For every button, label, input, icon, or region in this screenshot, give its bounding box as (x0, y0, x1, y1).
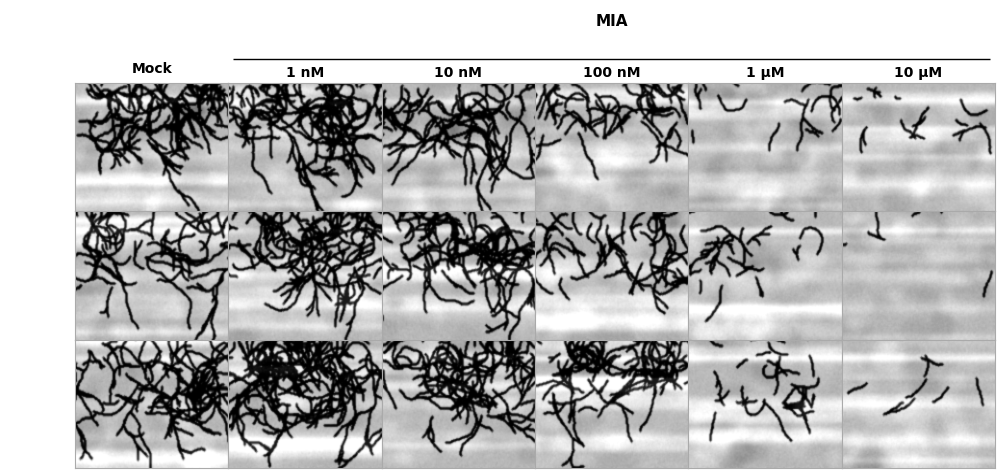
Text: 1 nM: 1 nM (286, 66, 324, 80)
Text: 100 nM: 100 nM (583, 66, 640, 80)
Text: 10 μM: 10 μM (894, 66, 942, 80)
Text: 1 μM: 1 μM (746, 66, 784, 80)
Text: Mock: Mock (131, 61, 172, 76)
Text: 10 nM: 10 nM (434, 66, 482, 80)
Text: MIA: MIA (595, 14, 628, 29)
